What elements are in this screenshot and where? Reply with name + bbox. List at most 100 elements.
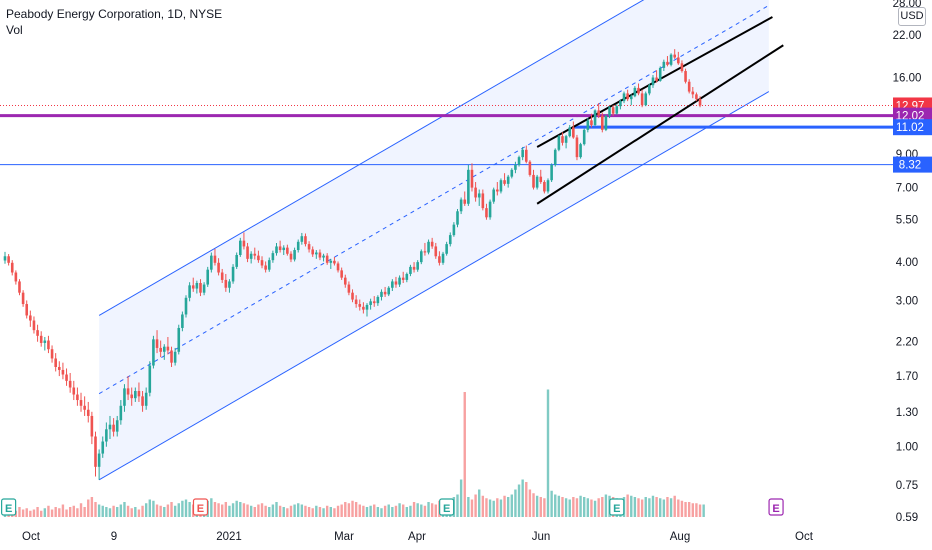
y-tick-label: 22.00: [893, 30, 922, 42]
volume-bar: [289, 505, 293, 517]
volume-bar: [691, 503, 694, 517]
y-tick-label: 3.00: [896, 295, 918, 307]
candle-body: [467, 169, 470, 204]
candle-body: [336, 263, 340, 271]
candle-body: [528, 161, 532, 175]
candle-body: [257, 255, 260, 261]
volume-bar: [47, 505, 50, 517]
candle-body: [148, 365, 152, 393]
candle-body: [18, 281, 21, 293]
volume-bar: [108, 508, 112, 517]
regression-channel-fill: [99, 0, 769, 480]
candle-body: [278, 246, 282, 251]
volume-bar: [365, 507, 369, 517]
volume-bar: [188, 502, 191, 517]
volume-bar: [61, 504, 65, 517]
candle-body: [416, 262, 419, 270]
candle-body: [32, 320, 36, 331]
candle-body: [155, 339, 159, 348]
volume-label: Vol: [6, 23, 23, 37]
volume-bar: [601, 497, 604, 517]
volume-bar: [25, 508, 28, 517]
volume-bar: [488, 499, 492, 517]
earnings-marker-box: [439, 498, 455, 516]
volume-bar: [478, 489, 481, 517]
volume-bar: [213, 502, 217, 517]
volume-bar: [391, 507, 394, 517]
volume-bar: [430, 503, 434, 517]
candle-body: [409, 266, 412, 274]
candle-body: [459, 199, 463, 212]
candle-body: [97, 453, 101, 467]
volume-bar: [633, 497, 637, 517]
volume-bar: [268, 507, 271, 517]
candle-body: [550, 164, 553, 181]
volume-bar: [58, 508, 61, 517]
volume-bar: [369, 505, 372, 517]
x-tick-label: Aug: [670, 531, 690, 543]
candle-body: [456, 211, 459, 225]
time-axis: Oct 9 2021 Mar Apr Jun Aug Oct: [0, 527, 932, 550]
volume-bar: [402, 504, 405, 517]
x-tick-label: Oct: [22, 531, 41, 543]
x-tick-label: Oct: [795, 531, 814, 543]
candle-body: [517, 157, 521, 165]
candle-body: [626, 93, 629, 100]
candle-body: [669, 54, 673, 65]
candle-body: [101, 441, 105, 454]
volume-bar: [50, 509, 54, 517]
candle-body: [343, 277, 347, 285]
volume-bar: [568, 499, 571, 517]
candle-body: [477, 193, 481, 198]
volume-bar: [496, 498, 499, 517]
candle-body: [14, 272, 18, 282]
candle-body: [108, 424, 112, 430]
volume-bar: [311, 508, 314, 517]
candle-body: [695, 94, 698, 100]
candle-body: [76, 394, 79, 401]
candle-body: [188, 285, 191, 298]
volume-bar: [539, 497, 542, 517]
volume-bar: [561, 497, 564, 517]
candle-body: [39, 335, 43, 343]
drawn-channel-upper: [536, 16, 773, 148]
earnings-marker: E: [1, 498, 17, 516]
candle-body: [36, 330, 39, 336]
candle-body: [333, 260, 336, 264]
candle-body: [398, 277, 401, 285]
candle-body: [698, 99, 702, 106]
volume-bar: [398, 503, 401, 517]
candle-body: [260, 260, 264, 266]
candle-body: [141, 396, 144, 406]
volume-bar: [304, 505, 307, 517]
currency-button[interactable]: USD: [898, 7, 926, 26]
volume-bar: [119, 504, 123, 517]
candle-body: [351, 292, 354, 300]
x-tick-label: 2021: [216, 531, 242, 543]
volume-bar: [666, 497, 669, 517]
candle-body: [441, 253, 445, 263]
candle-body: [61, 369, 65, 375]
volume-bar: [590, 499, 593, 517]
candle-body: [362, 306, 365, 310]
candle-body: [503, 180, 506, 184]
volume-bar: [275, 502, 278, 517]
candle-body: [582, 129, 586, 145]
candle-body: [231, 266, 235, 282]
candle-body: [195, 282, 199, 289]
y-tick-label: 5.50: [896, 215, 918, 227]
volume-bar: [184, 499, 188, 517]
y-tick-label: 4.00: [896, 257, 918, 269]
candle-body: [391, 281, 394, 288]
volume-bar: [159, 505, 162, 517]
volume-bar: [101, 505, 104, 517]
candle-body: [159, 347, 162, 352]
volume-bar: [40, 510, 43, 517]
symbol-title: Peabody Energy Corporation, 1D, NYSE: [6, 7, 223, 21]
candle-body: [611, 107, 615, 114]
candle-body: [394, 281, 398, 285]
price-tag: [893, 119, 932, 136]
candle-body: [68, 380, 72, 388]
volume-bar: [210, 498, 213, 517]
